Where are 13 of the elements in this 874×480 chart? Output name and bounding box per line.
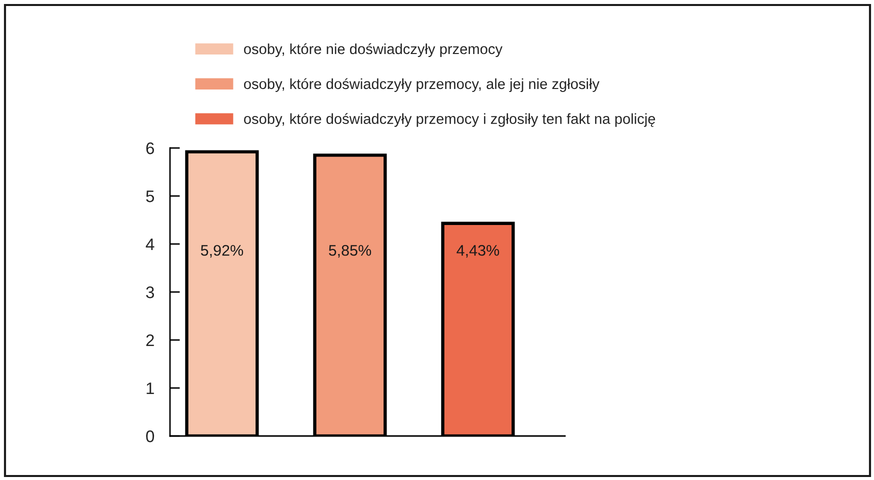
y-tick-label: 0 (146, 430, 154, 442)
legend-label: osoby, które doświadczyły przemocy, ale jej nie zgłosiły (244, 78, 600, 92)
y-tick-label: 3 (146, 286, 154, 298)
y-tick-label: 1 (146, 382, 154, 394)
data-label: 5,92% (200, 244, 244, 258)
y-tick-label: 4 (146, 238, 154, 250)
y-tick-label: 5 (146, 190, 154, 202)
y-tick-label: 6 (146, 142, 154, 154)
y-tick-label: 2 (146, 334, 154, 346)
legend-label: osoby, które doświadczyły przemocy i zgłosiły ten fakt na policję (244, 113, 656, 127)
data-label: 5,85% (328, 244, 372, 258)
data-label: 4,43% (456, 244, 500, 258)
legend-label: osoby, które nie doświadczyły przemocy (244, 43, 502, 58)
